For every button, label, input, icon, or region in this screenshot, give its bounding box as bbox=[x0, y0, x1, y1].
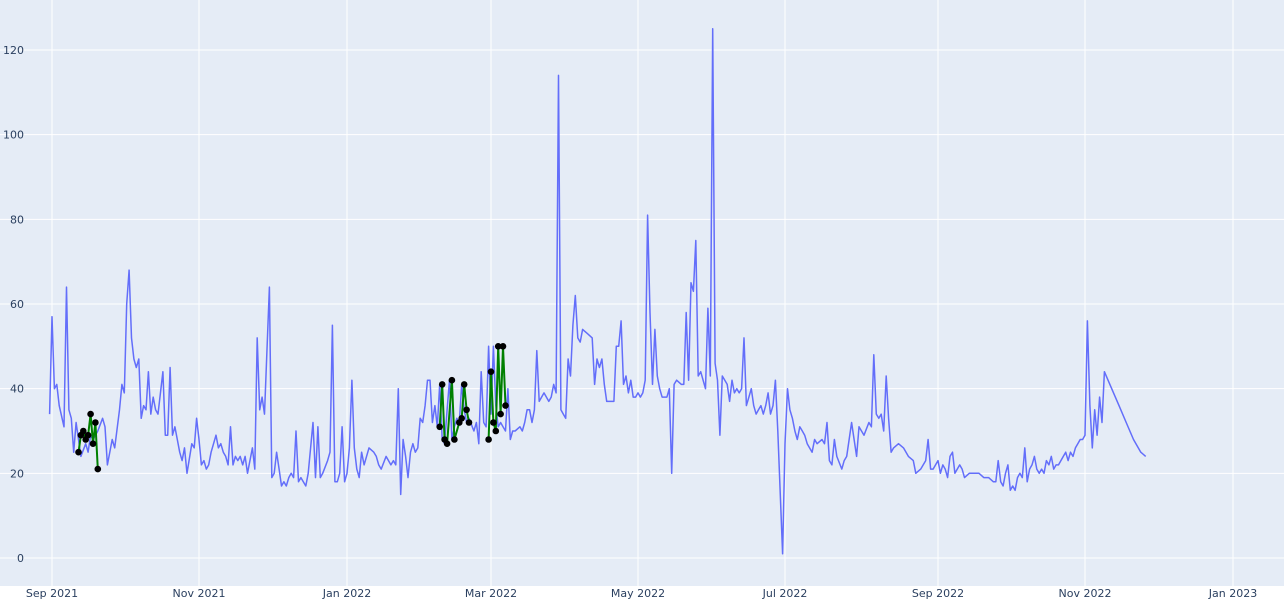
data-point-marker bbox=[487, 368, 495, 376]
data-point-marker bbox=[436, 423, 444, 431]
x-axis-tick-labels: Sep 2021 Nov 2021 Jan 2022 Mar 2022 May 2022… bbox=[26, 587, 1257, 600]
x-tick-label: Jan 2022 bbox=[322, 587, 371, 600]
x-tick-label: Nov 2022 bbox=[1059, 587, 1112, 600]
data-point-marker bbox=[490, 419, 497, 426]
data-point-marker bbox=[87, 410, 94, 418]
data-point-marker bbox=[494, 343, 502, 350]
data-point-marker bbox=[92, 419, 99, 426]
data-point-marker bbox=[497, 410, 504, 418]
x-tick-label: Jul 2022 bbox=[762, 587, 808, 600]
data-point-marker bbox=[443, 440, 451, 448]
data-point-marker bbox=[499, 343, 507, 350]
y-tick-label: 20 bbox=[10, 467, 24, 480]
marker-layer bbox=[75, 343, 509, 473]
data-point-marker bbox=[458, 415, 466, 422]
y-tick-label: 100 bbox=[3, 129, 24, 142]
data-point-marker bbox=[438, 381, 446, 388]
x-tick-label: Mar 2022 bbox=[465, 587, 517, 600]
data-point-marker bbox=[94, 465, 102, 473]
data-point-marker bbox=[451, 436, 458, 443]
y-gridlines bbox=[0, 49, 1284, 559]
data-point-marker bbox=[463, 406, 470, 414]
y-tick-label: 60 bbox=[10, 298, 24, 311]
highlight-series-line bbox=[487, 345, 507, 440]
y-tick-label: 120 bbox=[3, 44, 24, 57]
x-tick-label: Sep 2021 bbox=[26, 587, 78, 600]
y-tick-label: 0 bbox=[17, 552, 24, 565]
data-point-marker bbox=[465, 419, 473, 426]
y-tick-label: 80 bbox=[10, 213, 24, 226]
plot-background bbox=[0, 0, 1284, 586]
y-tick-label: 40 bbox=[10, 383, 24, 396]
data-point-marker bbox=[485, 436, 492, 443]
x-tick-label: May 2022 bbox=[611, 587, 665, 600]
data-point-marker bbox=[460, 381, 468, 388]
data-point-marker bbox=[84, 431, 92, 439]
data-point-marker bbox=[502, 402, 509, 409]
x-tick-label: Sep 2022 bbox=[912, 587, 964, 600]
data-point-marker bbox=[492, 427, 500, 435]
data-point-marker bbox=[89, 440, 97, 448]
data-point-marker bbox=[448, 376, 456, 384]
data-point-marker bbox=[75, 448, 82, 456]
x-tick-label: Nov 2021 bbox=[173, 587, 226, 600]
x-tick-label: Jan 2023 bbox=[1208, 587, 1257, 600]
y-axis-tick-labels: 0 20 40 60 80 100 120 bbox=[3, 44, 24, 565]
data-point-marker bbox=[80, 427, 87, 435]
main-series-line bbox=[48, 28, 1147, 555]
x-gridlines bbox=[51, 0, 1234, 586]
